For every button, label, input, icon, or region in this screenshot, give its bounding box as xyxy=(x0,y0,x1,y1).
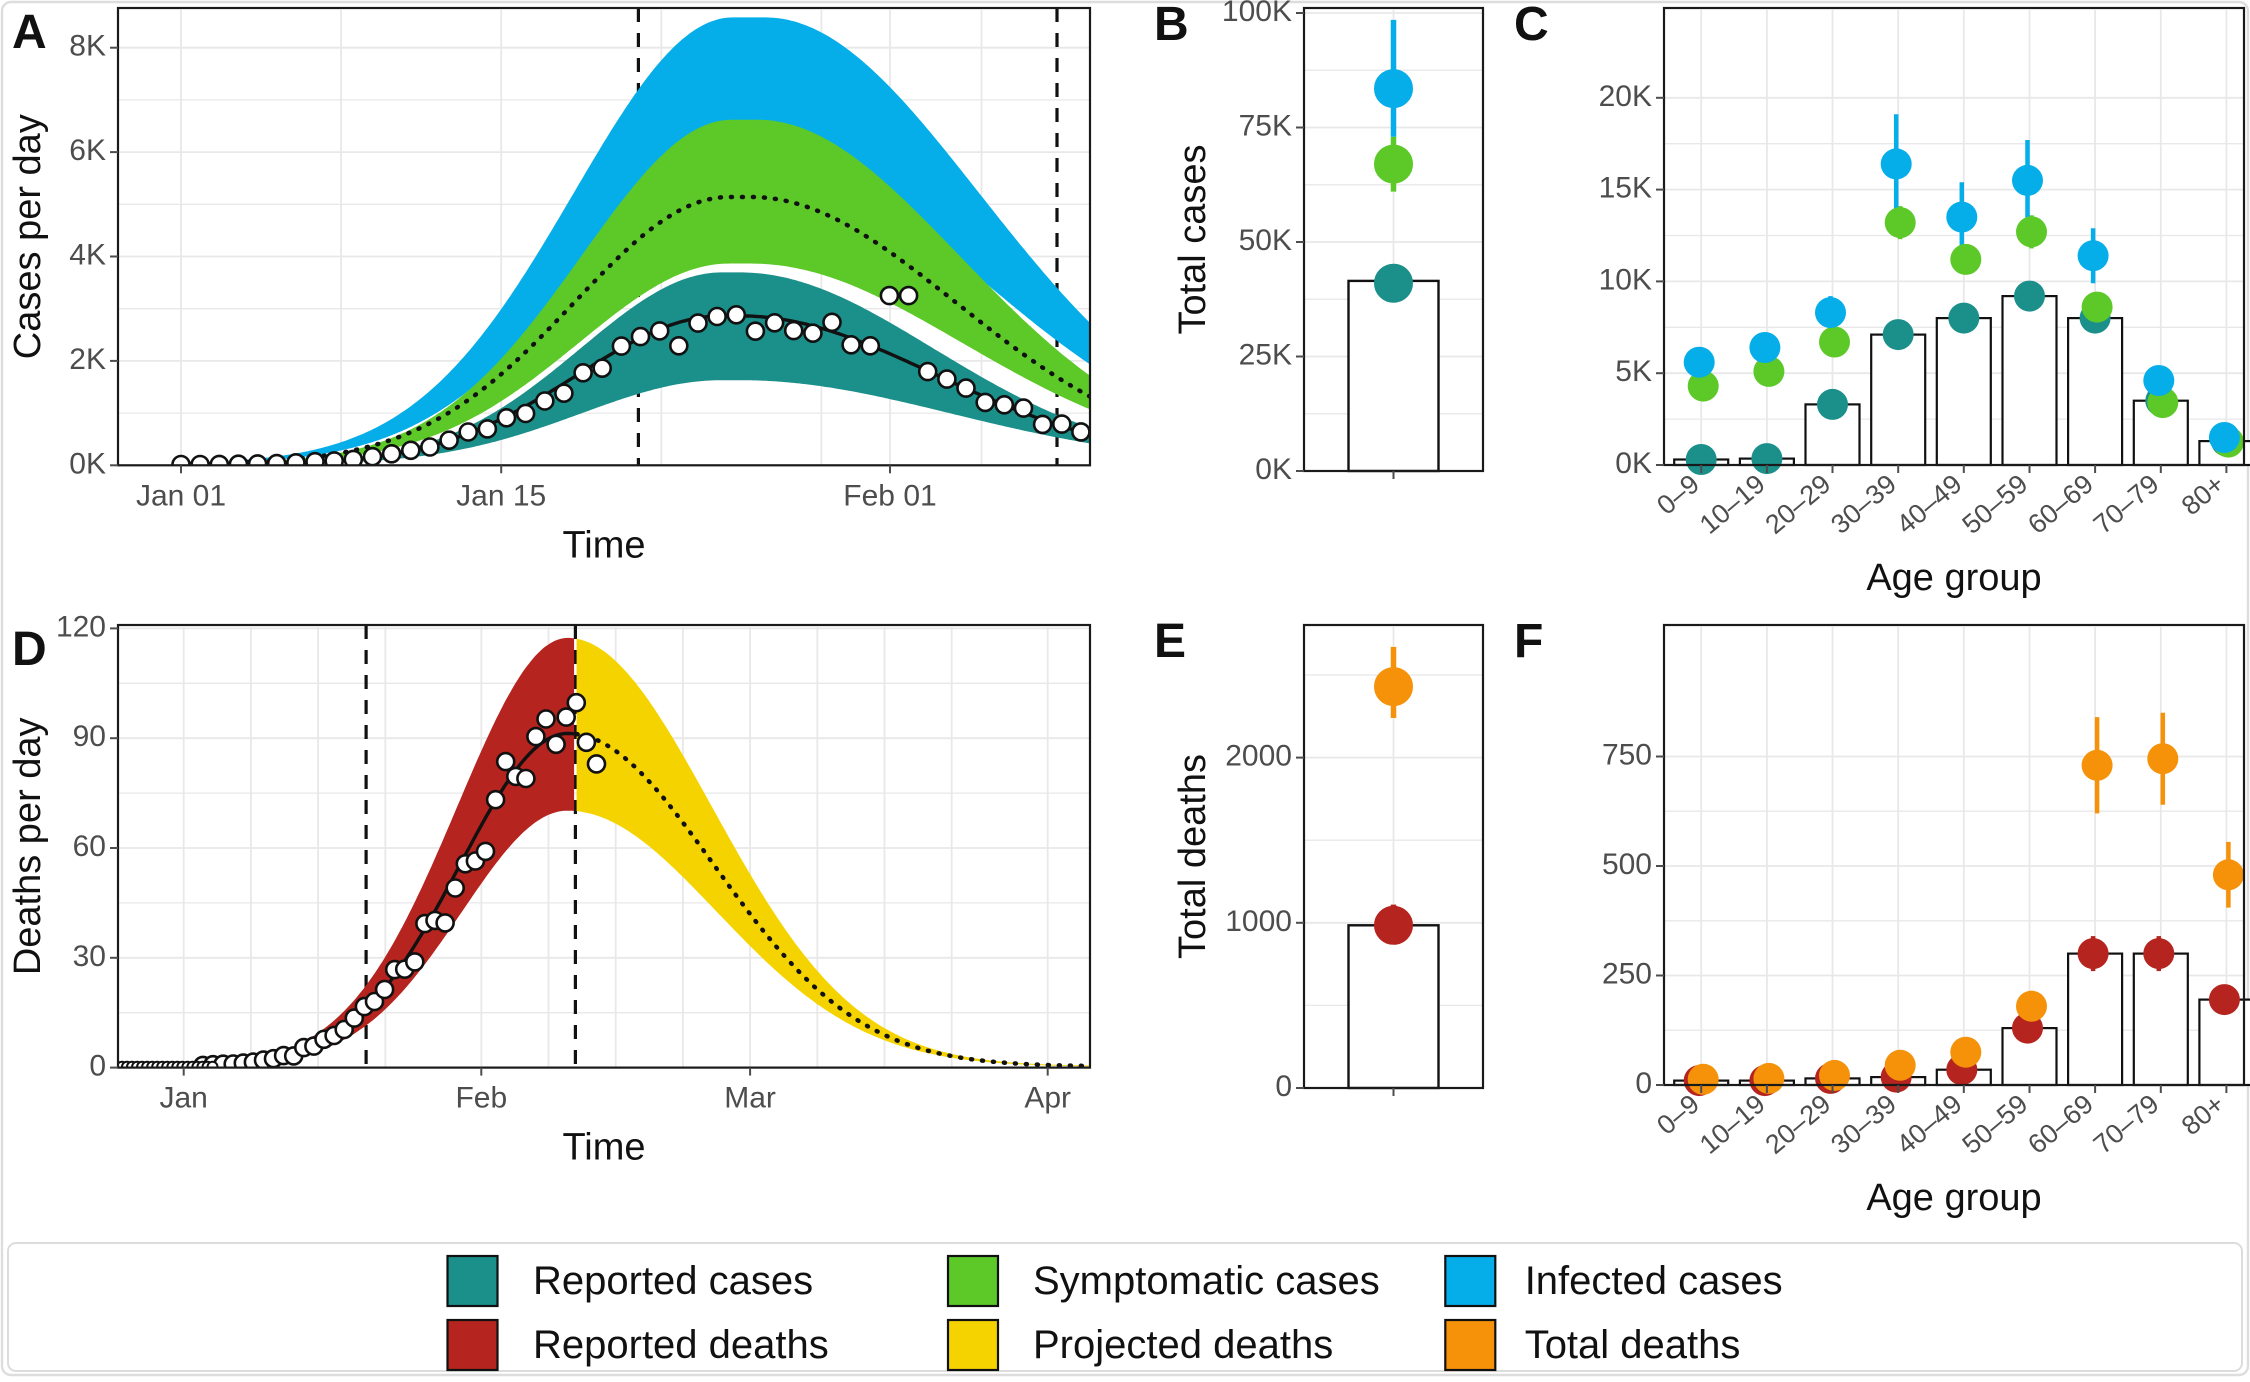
svg-text:6K: 6K xyxy=(69,134,106,167)
svg-text:0K: 0K xyxy=(1255,453,1292,486)
svg-text:0K: 0K xyxy=(69,447,106,480)
svg-text:4K: 4K xyxy=(69,239,106,272)
svg-text:10K: 10K xyxy=(1599,263,1652,296)
svg-text:Jan 01: Jan 01 xyxy=(136,479,226,512)
svg-text:Cases per day: Cases per day xyxy=(7,114,49,359)
svg-text:E: E xyxy=(1154,615,1186,668)
svg-text:60: 60 xyxy=(73,830,106,863)
svg-text:20K: 20K xyxy=(1599,80,1652,113)
svg-text:75K: 75K xyxy=(1239,110,1292,143)
svg-text:0: 0 xyxy=(1275,1070,1292,1103)
svg-text:50K: 50K xyxy=(1239,224,1292,257)
svg-text:Deaths per day: Deaths per day xyxy=(7,717,49,975)
svg-text:Infected cases: Infected cases xyxy=(1525,1259,1783,1303)
svg-text:15K: 15K xyxy=(1599,172,1652,205)
svg-text:Projected deaths: Projected deaths xyxy=(1033,1323,1333,1367)
svg-text:8K: 8K xyxy=(69,30,106,63)
svg-text:Age group: Age group xyxy=(1866,557,2041,599)
svg-text:Apr: Apr xyxy=(1024,1082,1071,1115)
svg-text:F: F xyxy=(1514,615,1543,668)
svg-text:Jan: Jan xyxy=(160,1082,208,1115)
svg-text:A: A xyxy=(12,6,47,59)
svg-text:2K: 2K xyxy=(69,343,106,376)
svg-text:Symptomatic cases: Symptomatic cases xyxy=(1033,1259,1380,1303)
svg-text:D: D xyxy=(12,623,47,676)
svg-text:Feb: Feb xyxy=(455,1082,507,1115)
svg-text:90: 90 xyxy=(73,720,106,753)
svg-text:0: 0 xyxy=(89,1050,106,1083)
svg-text:B: B xyxy=(1154,0,1189,51)
svg-text:1000: 1000 xyxy=(1225,905,1292,938)
svg-text:0K: 0K xyxy=(1615,447,1652,480)
svg-text:0: 0 xyxy=(1635,1067,1652,1100)
svg-text:30: 30 xyxy=(73,940,106,973)
svg-text:Jan 15: Jan 15 xyxy=(456,479,546,512)
svg-text:120: 120 xyxy=(56,610,106,643)
svg-text:Time: Time xyxy=(562,524,645,566)
svg-text:Time: Time xyxy=(562,1127,645,1169)
svg-text:500: 500 xyxy=(1602,848,1652,881)
svg-text:750: 750 xyxy=(1602,739,1652,772)
svg-text:Mar: Mar xyxy=(724,1082,776,1115)
svg-text:Reported cases: Reported cases xyxy=(533,1259,813,1303)
svg-text:25K: 25K xyxy=(1239,339,1292,372)
svg-text:Feb 01: Feb 01 xyxy=(843,479,936,512)
svg-text:Reported deaths: Reported deaths xyxy=(533,1323,829,1367)
svg-text:2000: 2000 xyxy=(1225,740,1292,773)
svg-text:C: C xyxy=(1514,0,1549,51)
svg-text:250: 250 xyxy=(1602,958,1652,991)
svg-text:Age group: Age group xyxy=(1866,1177,2041,1219)
svg-text:5K: 5K xyxy=(1615,355,1652,388)
svg-text:Total deaths: Total deaths xyxy=(1172,754,1214,959)
svg-text:100K: 100K xyxy=(1222,0,1292,28)
svg-text:Total cases: Total cases xyxy=(1172,144,1214,334)
svg-text:Total deaths: Total deaths xyxy=(1525,1323,1741,1367)
